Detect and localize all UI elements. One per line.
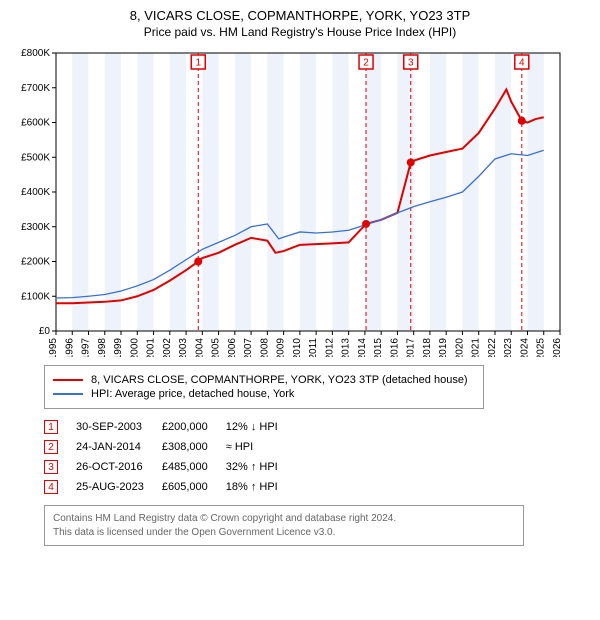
svg-text:£500K: £500K bbox=[21, 152, 50, 163]
svg-text:1996: 1996 bbox=[64, 338, 75, 357]
price-chart-svg: £0 £100K £200K £300K £400K £500K £600K £700K £80… bbox=[10, 47, 570, 357]
svg-text:2013: 2013 bbox=[341, 338, 352, 357]
svg-text:2024: 2024 bbox=[519, 338, 530, 357]
svg-text:£700K: £700K bbox=[21, 83, 50, 94]
svg-text:£800K: £800K bbox=[21, 48, 50, 59]
chart-area: £0 £100K £200K £300K £400K £500K £600K £700K £80… bbox=[10, 47, 590, 357]
svg-text:2000: 2000 bbox=[129, 338, 140, 357]
svg-text:£0: £0 bbox=[39, 326, 51, 337]
svg-text:1997: 1997 bbox=[81, 338, 92, 357]
sale-date: 26-OCT-2016 bbox=[76, 457, 162, 477]
sale-price: £200,000 bbox=[162, 417, 226, 437]
svg-text:2021: 2021 bbox=[471, 338, 482, 357]
sale-date: 24-JAN-2014 bbox=[76, 437, 162, 457]
svg-text:2025: 2025 bbox=[536, 338, 547, 357]
legend-swatch bbox=[53, 379, 83, 381]
sale-price: £605,000 bbox=[162, 477, 226, 497]
svg-text:1995: 1995 bbox=[48, 338, 59, 357]
sale-price: £308,000 bbox=[162, 437, 226, 457]
svg-text:2023: 2023 bbox=[503, 338, 514, 357]
attribution-line: This data is licensed under the Open Gov… bbox=[53, 526, 515, 540]
svg-text:2011: 2011 bbox=[308, 338, 319, 357]
svg-text:2006: 2006 bbox=[227, 338, 238, 357]
svg-text:2014: 2014 bbox=[357, 338, 368, 357]
svg-text:2004: 2004 bbox=[194, 338, 205, 357]
sale-date: 30-SEP-2003 bbox=[76, 417, 162, 437]
svg-text:2017: 2017 bbox=[406, 338, 417, 357]
attribution: Contains HM Land Registry data © Crown c… bbox=[44, 505, 524, 546]
sale-marker-icon: 1 bbox=[44, 420, 58, 434]
svg-text:2015: 2015 bbox=[373, 338, 384, 357]
sales-table: 1 30-SEP-2003£200,00012% ↓ HPI 2 24-JAN-201… bbox=[44, 417, 296, 497]
legend: 8, VICARS CLOSE, COPMANTHORPE, YORK, YO2… bbox=[44, 365, 484, 409]
table-row: 3 26-OCT-2016£485,00032% ↑ HPI bbox=[44, 457, 296, 477]
svg-text:2019: 2019 bbox=[438, 338, 449, 357]
svg-text:2001: 2001 bbox=[146, 338, 157, 357]
svg-text:£600K: £600K bbox=[21, 118, 50, 129]
svg-text:£100K: £100K bbox=[21, 291, 50, 302]
svg-text:3: 3 bbox=[408, 58, 414, 69]
sale-vs-hpi: 12% ↓ HPI bbox=[226, 417, 296, 437]
svg-text:2018: 2018 bbox=[422, 338, 433, 357]
svg-text:2: 2 bbox=[363, 58, 369, 69]
legend-label: 8, VICARS CLOSE, COPMANTHORPE, YORK, YO2… bbox=[91, 374, 468, 386]
sale-marker-icon: 3 bbox=[44, 460, 58, 474]
table-row: 4 25-AUG-2023£605,00018% ↑ HPI bbox=[44, 477, 296, 497]
svg-text:2007: 2007 bbox=[243, 338, 254, 357]
legend-label: HPI: Average price, detached house, York bbox=[91, 388, 294, 400]
svg-text:2026: 2026 bbox=[552, 338, 563, 357]
svg-text:£400K: £400K bbox=[21, 187, 50, 198]
sale-date: 25-AUG-2023 bbox=[76, 477, 162, 497]
svg-text:£300K: £300K bbox=[21, 222, 50, 233]
svg-text:4: 4 bbox=[519, 58, 525, 69]
sale-price: £485,000 bbox=[162, 457, 226, 477]
svg-text:2005: 2005 bbox=[211, 338, 222, 357]
svg-text:2020: 2020 bbox=[454, 338, 465, 357]
table-row: 2 24-JAN-2014£308,000≈ HPI bbox=[44, 437, 296, 457]
svg-text:2002: 2002 bbox=[162, 338, 173, 357]
svg-text:£200K: £200K bbox=[21, 257, 50, 268]
svg-text:2022: 2022 bbox=[487, 338, 498, 357]
svg-text:1998: 1998 bbox=[97, 338, 108, 357]
legend-swatch bbox=[53, 393, 83, 395]
chart-subtitle: Price paid vs. HM Land Registry's House … bbox=[10, 25, 590, 39]
sale-vs-hpi: 18% ↑ HPI bbox=[226, 477, 296, 497]
svg-text:1999: 1999 bbox=[113, 338, 124, 357]
legend-item: HPI: Average price, detached house, York bbox=[53, 388, 475, 400]
attribution-line: Contains HM Land Registry data © Crown c… bbox=[53, 512, 515, 526]
svg-text:2008: 2008 bbox=[259, 338, 270, 357]
table-row: 1 30-SEP-2003£200,00012% ↓ HPI bbox=[44, 417, 296, 437]
svg-text:2010: 2010 bbox=[292, 338, 303, 357]
svg-text:2003: 2003 bbox=[178, 338, 189, 357]
svg-text:1: 1 bbox=[195, 58, 201, 69]
chart-title: 8, VICARS CLOSE, COPMANTHORPE, YORK, YO2… bbox=[10, 8, 590, 23]
sale-vs-hpi: ≈ HPI bbox=[226, 437, 296, 457]
sale-marker-icon: 4 bbox=[44, 480, 58, 494]
svg-text:2016: 2016 bbox=[389, 338, 400, 357]
svg-text:2009: 2009 bbox=[276, 338, 287, 357]
sale-vs-hpi: 32% ↑ HPI bbox=[226, 457, 296, 477]
sale-marker-icon: 2 bbox=[44, 440, 58, 454]
legend-item: 8, VICARS CLOSE, COPMANTHORPE, YORK, YO2… bbox=[53, 374, 475, 386]
svg-text:2012: 2012 bbox=[324, 338, 335, 357]
